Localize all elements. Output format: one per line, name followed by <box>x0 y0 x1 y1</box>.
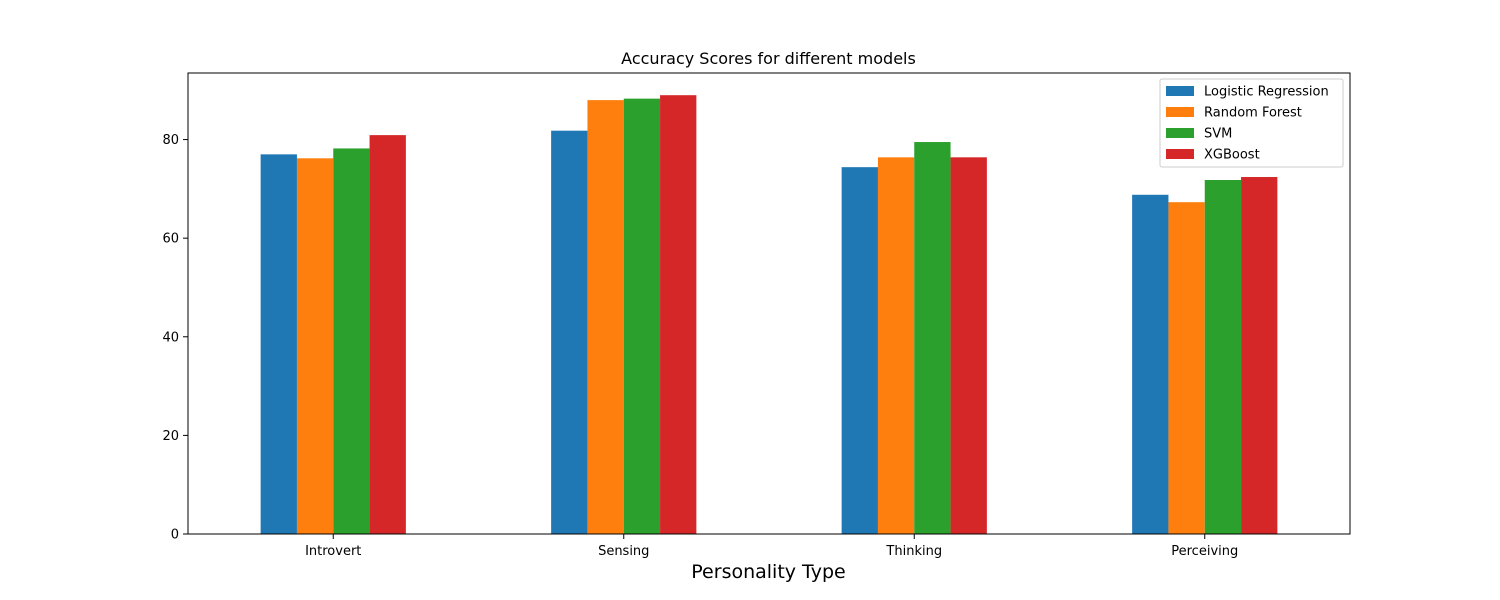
bar-svm-perceiving <box>1204 179 1242 535</box>
y-tick-label: 0 <box>171 528 179 543</box>
bar-logistic-regression-sensing <box>551 130 588 534</box>
bars-layer <box>260 95 1278 535</box>
y-tick-label: 60 <box>162 232 179 247</box>
x-tick-label-introvert: Introvert <box>305 544 361 559</box>
bar-random-forest-sensing <box>587 100 624 535</box>
bar-xgboost-introvert <box>369 135 406 534</box>
x-tick-label-perceiving: Perceiving <box>1171 544 1238 559</box>
plot-frame <box>187 72 1351 535</box>
bar-svm-introvert <box>333 148 370 534</box>
bar-logistic-regression-thinking <box>841 167 878 535</box>
bar-logistic-regression-introvert <box>260 154 297 534</box>
bar-xgboost-sensing <box>660 95 697 534</box>
y-tick-label: 40 <box>162 330 179 345</box>
legend-swatch-logistic-regression <box>1166 86 1194 96</box>
bar-random-forest-introvert <box>296 158 334 535</box>
legend-swatch-svm <box>1166 128 1194 138</box>
y-tick-label: 20 <box>162 429 179 444</box>
x-tick-label-sensing: Sensing <box>598 544 649 559</box>
bar-random-forest-perceiving <box>1168 202 1205 534</box>
legend-box <box>1159 78 1344 168</box>
bar-svm-thinking <box>914 142 951 534</box>
legend-label-logistic-regression: Logistic Regression <box>1204 85 1329 100</box>
bar-svm-sensing <box>623 98 661 534</box>
axes-layer: 0 20 40 60 80 Introvert Sensing Thinking Perceiv… <box>162 72 1351 559</box>
bar-random-forest-thinking <box>877 157 915 534</box>
legend-label-xgboost: XGBoost <box>1204 148 1260 163</box>
legend-label-svm: SVM <box>1204 127 1232 142</box>
chart-title: Accuracy Scores for different models <box>621 49 916 68</box>
y-tick-label: 80 <box>162 133 179 148</box>
bar-logistic-regression-perceiving <box>1132 194 1169 534</box>
legend-label-random-forest: Random Forest <box>1204 106 1302 121</box>
x-tick-label-thinking: Thinking <box>885 544 942 559</box>
x-axis-title: Personality Type <box>691 561 845 583</box>
bar-xgboost-perceiving <box>1241 177 1278 534</box>
bar-xgboost-thinking <box>950 157 987 534</box>
legend-swatch-xgboost <box>1166 149 1194 159</box>
legend-swatch-random-forest <box>1166 107 1194 117</box>
legend: Logistic Regression Random Forest SVM XGBoo… <box>1159 78 1344 168</box>
